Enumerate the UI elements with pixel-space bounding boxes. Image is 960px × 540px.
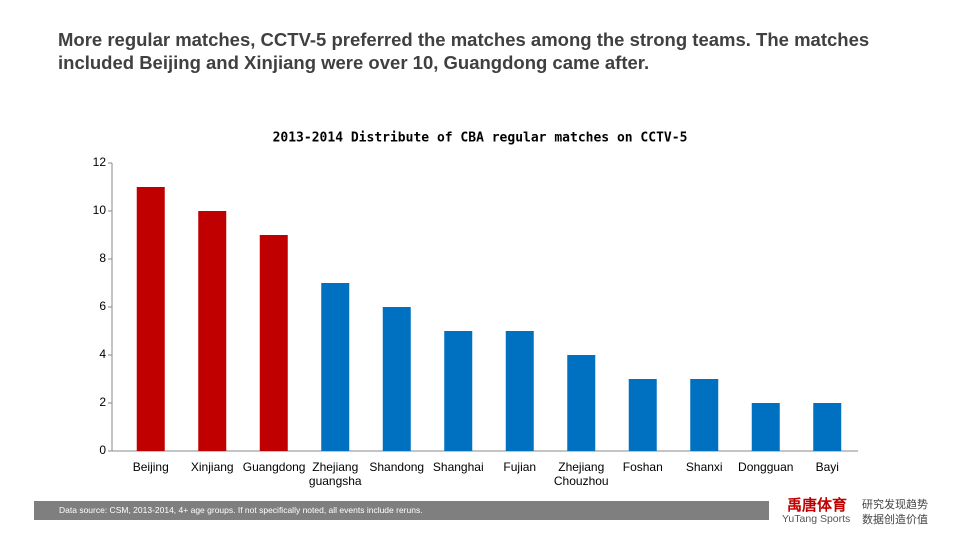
slogan: 数据创造价值: [862, 514, 928, 526]
y-tick-label: 8: [99, 251, 106, 265]
slogan: 研究发现趋势: [862, 499, 928, 511]
logo-en: YuTang Sports: [782, 513, 851, 525]
bar: [751, 403, 780, 451]
y-tick-label: 10: [93, 203, 107, 217]
bar: [259, 235, 288, 451]
x-tick-label: Shanxi: [685, 460, 723, 474]
x-tick-label: Beijing: [132, 460, 169, 474]
bar: [136, 187, 165, 451]
x-tick-label: Zhejiang guangsha: [308, 460, 362, 488]
bar: [813, 403, 842, 451]
x-tick-label: Shandong: [369, 460, 425, 474]
data-source: Data source: CSM, 2013-2014, 4+ age grou…: [34, 501, 769, 520]
bar: [690, 379, 719, 451]
y-tick-label: 12: [93, 155, 107, 169]
x-tick-label: Fujian: [503, 460, 537, 474]
x-tick-label: Zhejiang Chouzhou: [553, 460, 609, 488]
slide-title: More regular matches, CCTV-5 preferred t…: [58, 29, 870, 73]
chart-title: 2013-2014 Distribute of CBA regular matc…: [273, 131, 688, 146]
x-tick-label: Xinjiang: [190, 460, 234, 474]
logo: 禹唐体育: [787, 497, 848, 514]
x-tick-label: Bayi: [815, 460, 839, 474]
x-tick-label: Foshan: [622, 460, 663, 474]
y-tick-label: 2: [99, 395, 106, 409]
bar: [444, 331, 473, 451]
bar: [567, 355, 596, 451]
x-tick-label: Shanghai: [432, 460, 484, 474]
bar: [505, 331, 534, 451]
x-tick-label: Dongguan: [738, 460, 794, 474]
bar: [382, 307, 411, 451]
y-tick-label: 6: [99, 299, 106, 313]
y-tick-label: 4: [99, 347, 106, 361]
bar: [321, 283, 350, 451]
x-tick-label: Guangdong: [242, 460, 306, 474]
bar: [628, 379, 657, 451]
bar: [198, 211, 227, 451]
y-tick-label: 0: [99, 443, 106, 457]
